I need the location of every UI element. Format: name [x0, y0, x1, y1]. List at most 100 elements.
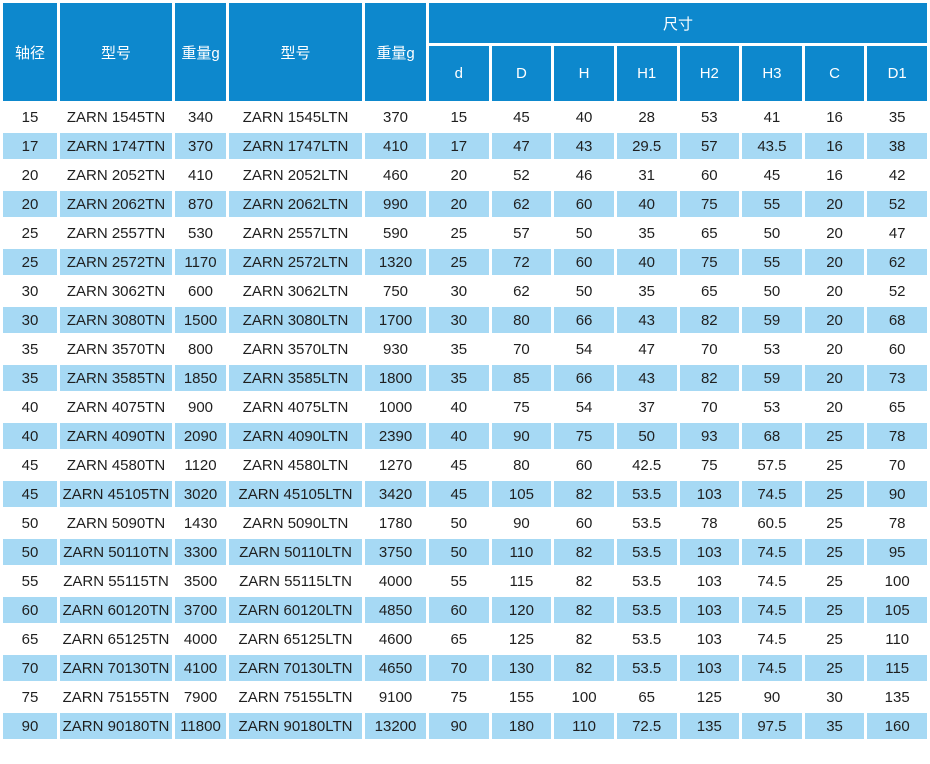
table-cell: 85 [491, 365, 552, 391]
header-dimensions-group: 尺寸 [429, 3, 927, 43]
table-cell: 460 [365, 162, 426, 188]
table-cell: ZARN 3062TN [60, 278, 172, 304]
table-cell: ZARN 2052LTN [229, 162, 362, 188]
table-cell: 25 [804, 452, 865, 478]
table-cell: 4100 [175, 655, 226, 681]
table-cell: ZARN 3585LTN [229, 365, 362, 391]
table-cell: 7900 [175, 684, 226, 710]
table-cell: 50 [3, 510, 57, 536]
table-cell: 30 [429, 307, 489, 333]
table-cell: 70 [679, 336, 740, 362]
table-cell: ZARN 45105LTN [229, 481, 362, 507]
table-cell: 40 [3, 394, 57, 420]
table-cell: 47 [616, 336, 677, 362]
table-cell: 82 [554, 597, 614, 623]
table-cell: 66 [554, 307, 614, 333]
table-cell: 30 [3, 307, 57, 333]
table-cell: 54 [554, 336, 614, 362]
header-weight-ltn: 重量g [365, 3, 426, 101]
table-cell: 1500 [175, 307, 226, 333]
table-cell: ZARN 5090TN [60, 510, 172, 536]
header-dim-C: C [804, 46, 865, 101]
table-cell: 60.5 [742, 510, 802, 536]
table-cell: 62 [867, 249, 927, 275]
table-cell: ZARN 1545LTN [229, 104, 362, 130]
table-cell: 90 [3, 713, 57, 739]
table-cell: 4650 [365, 655, 426, 681]
table-cell: 80 [491, 307, 552, 333]
table-cell: 20 [804, 278, 865, 304]
table-cell: 59 [742, 307, 802, 333]
table-cell: 410 [175, 162, 226, 188]
table-cell: 90 [491, 423, 552, 449]
table-cell: 72.5 [616, 713, 677, 739]
table-row: 25 ZARN 2572TN 1170 ZARN 2572LTN 1320 25 72 60 4… [3, 249, 927, 275]
table-row: 30 ZARN 3062TN 600 ZARN 3062LTN 750 30 62 50 35 6… [3, 278, 927, 304]
table-cell: ZARN 3570TN [60, 336, 172, 362]
table-cell: 35 [616, 278, 677, 304]
table-cell: ZARN 50110TN [60, 539, 172, 565]
table-cell: 25 [804, 539, 865, 565]
table-cell: 70 [429, 655, 489, 681]
table-cell: 75 [679, 452, 740, 478]
table-row: 45 ZARN 45105TN 3020 ZARN 45105LTN 3420 45 105… [3, 481, 927, 507]
table-cell: 73 [867, 365, 927, 391]
table-cell: 1000 [365, 394, 426, 420]
table-cell: 1170 [175, 249, 226, 275]
table-cell: 130 [491, 655, 552, 681]
table-cell: 15 [429, 104, 489, 130]
table-cell: 55 [742, 249, 802, 275]
table-cell: 990 [365, 191, 426, 217]
table-cell: 35 [804, 713, 865, 739]
table-cell: ZARN 55115LTN [229, 568, 362, 594]
table-cell: 3750 [365, 539, 426, 565]
table-cell: 40 [429, 394, 489, 420]
table-cell: 17 [3, 133, 57, 159]
table-cell: ZARN 3585TN [60, 365, 172, 391]
table-cell: 20 [804, 394, 865, 420]
table-cell: 125 [679, 684, 740, 710]
table-cell: 20 [804, 307, 865, 333]
table-cell: 25 [804, 597, 865, 623]
table-cell: 100 [554, 684, 614, 710]
table-cell: 50 [742, 220, 802, 246]
table-cell: 46 [554, 162, 614, 188]
table-cell: ZARN 4090LTN [229, 423, 362, 449]
table-cell: 40 [616, 191, 677, 217]
table-cell: 95 [867, 539, 927, 565]
table-cell: 55 [3, 568, 57, 594]
table-cell: 82 [554, 539, 614, 565]
table-cell: 75 [679, 249, 740, 275]
table-cell: ZARN 2062LTN [229, 191, 362, 217]
table-cell: 53 [742, 394, 802, 420]
header-dim-H: H [554, 46, 614, 101]
table-cell: ZARN 45105TN [60, 481, 172, 507]
table-cell: 28 [616, 104, 677, 130]
table-row: 30 ZARN 3080TN 1500 ZARN 3080LTN 1700 30 80 66 4… [3, 307, 927, 333]
table-cell: 43 [616, 307, 677, 333]
table-cell: 97.5 [742, 713, 802, 739]
table-cell: 43 [554, 133, 614, 159]
header-dim-H2: H2 [679, 46, 740, 101]
table-cell: 600 [175, 278, 226, 304]
table-cell: 65 [429, 626, 489, 652]
table-cell: 82 [554, 626, 614, 652]
table-cell: 45 [491, 104, 552, 130]
table-cell: 20 [804, 220, 865, 246]
table-cell: 62 [491, 278, 552, 304]
table-cell: 70 [867, 452, 927, 478]
table-cell: 35 [429, 336, 489, 362]
table-cell: 25 [3, 220, 57, 246]
table-cell: 2390 [365, 423, 426, 449]
table-cell: 930 [365, 336, 426, 362]
table-body: 15 ZARN 1545TN 340 ZARN 1545LTN 370 15 45 40 28 5… [3, 104, 927, 739]
table-cell: 100 [867, 568, 927, 594]
table-cell: 75 [3, 684, 57, 710]
table-cell: 60 [554, 510, 614, 536]
table-cell: 42 [867, 162, 927, 188]
table-cell: 45 [3, 481, 57, 507]
table-cell: 20 [429, 191, 489, 217]
table-cell: 53.5 [616, 510, 677, 536]
table-cell: 1800 [365, 365, 426, 391]
table-cell: 93 [679, 423, 740, 449]
